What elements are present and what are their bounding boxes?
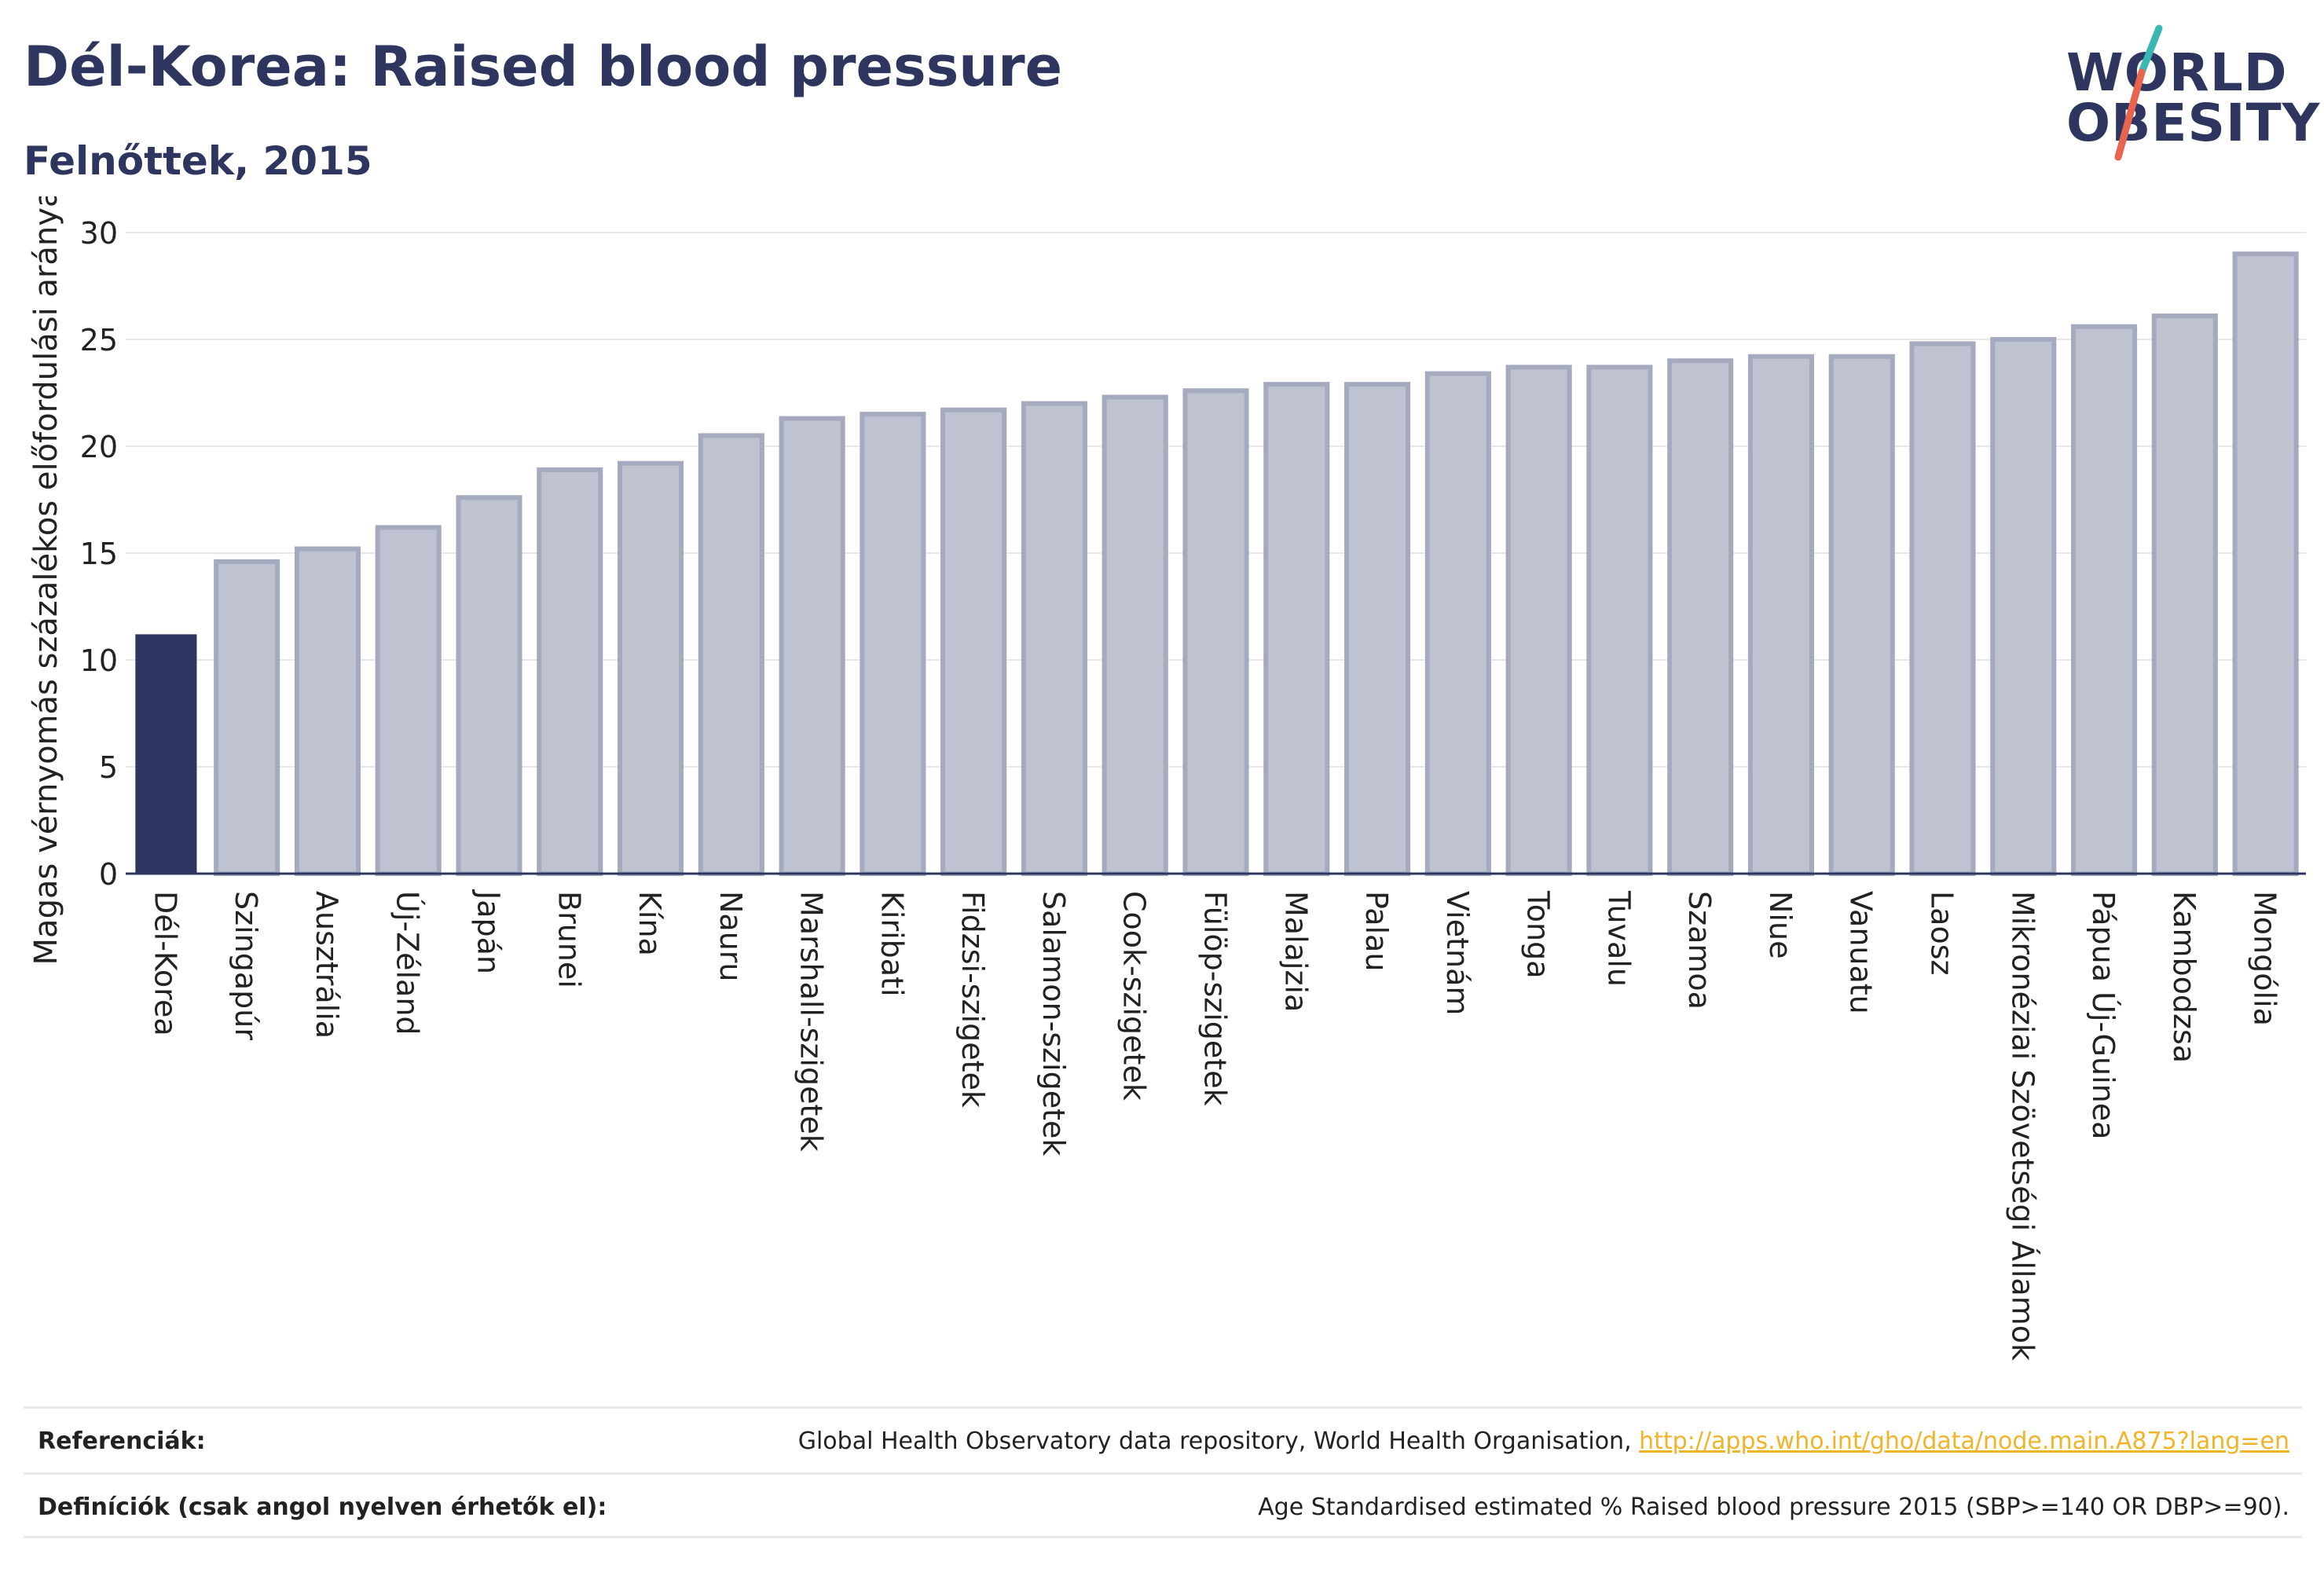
x-tick-label: Cook-szigetek bbox=[1117, 891, 1152, 1101]
bar-25 bbox=[2071, 324, 2138, 876]
bar-5 bbox=[456, 495, 522, 876]
x-tick-label: Marshall-szigetek bbox=[794, 891, 829, 1152]
y-tick-label: 30 bbox=[80, 216, 118, 251]
references-value: Global Health Observatory data repositor… bbox=[798, 1428, 2289, 1455]
y-tick-label: 25 bbox=[80, 323, 118, 357]
x-tick-label: Kambodzsa bbox=[2167, 891, 2201, 1063]
x-tick-label: Fidzsi-szigetek bbox=[955, 891, 990, 1108]
bar-12 bbox=[1021, 401, 1088, 877]
references-row: Referenciák: Global Health Observatory d… bbox=[24, 1406, 2302, 1472]
y-tick-label: 10 bbox=[80, 643, 118, 678]
x-tick-label: Ausztrália bbox=[310, 891, 344, 1039]
references-text: Global Health Observatory data repositor… bbox=[797, 1428, 1640, 1455]
bar-2 bbox=[214, 559, 280, 876]
bar-18 bbox=[1505, 365, 1572, 877]
x-tick-label: Palau bbox=[1359, 891, 1394, 971]
bar-20 bbox=[1667, 358, 1734, 876]
x-tick-label: Új-Zéland bbox=[390, 891, 425, 1035]
x-tick-label: Kiribati bbox=[874, 891, 909, 997]
bar-15 bbox=[1263, 382, 1330, 876]
definitions-text: Age Standardised estimated % Raised bloo… bbox=[1258, 1494, 2289, 1521]
definitions-row: Definíciók (csak angol nyelven érhetők e… bbox=[24, 1472, 2302, 1538]
x-tick-label: Salamon-szigetek bbox=[1036, 891, 1071, 1156]
bar-11 bbox=[940, 407, 1007, 876]
y-axis-label: Magas vérnyomás százalékos előfordulási … bbox=[28, 196, 64, 965]
x-tick-label: Pápua Új-Guinea bbox=[2086, 891, 2121, 1139]
x-tick-label: Mikronéziai Szövetségi Államok bbox=[2005, 891, 2040, 1361]
bar-23 bbox=[1909, 341, 1976, 876]
bar-7 bbox=[618, 460, 684, 876]
bar-21 bbox=[1747, 354, 1815, 876]
bar-19 bbox=[1586, 365, 1653, 877]
logo-slash-icon bbox=[2114, 24, 2163, 161]
bar-3 bbox=[294, 546, 361, 876]
definitions-label: Definíciók (csak angol nyelven érhetők e… bbox=[38, 1494, 607, 1521]
y-tick-label: 0 bbox=[99, 857, 118, 892]
x-tick-label: Dél-Korea bbox=[148, 891, 182, 1036]
bar-27 bbox=[2232, 251, 2299, 876]
x-tick-label: Tuvalu bbox=[1601, 890, 1636, 987]
x-tick-label: Szamoa bbox=[1682, 891, 1717, 1010]
bar-6 bbox=[537, 467, 603, 877]
logo-word-obesity: OBESITY bbox=[2066, 93, 2321, 153]
bar-22 bbox=[1828, 354, 1895, 876]
bar-14 bbox=[1182, 388, 1249, 876]
x-tick-label: Vanuatu bbox=[1844, 891, 1879, 1014]
references-label: Referenciák: bbox=[38, 1428, 206, 1455]
y-tick-label: 15 bbox=[80, 537, 118, 571]
x-tick-label: Fülöp-szigetek bbox=[1198, 891, 1233, 1106]
x-tick-label: Malajzia bbox=[1278, 891, 1313, 1012]
page-title: Dél-Korea: Raised blood pressure bbox=[24, 35, 1063, 99]
x-tick-label: Brunei bbox=[552, 891, 586, 988]
bar-26 bbox=[2151, 313, 2218, 876]
bar-16 bbox=[1344, 382, 1411, 876]
bar-24 bbox=[1990, 337, 2057, 876]
x-tick-label: Japán bbox=[471, 889, 506, 974]
bar-chart: 0 5 10 15 20 25 30 Magas vérnyomás százalékos e… bbox=[28, 196, 2306, 1361]
x-tick-label: Tonga bbox=[1521, 890, 1556, 979]
bar-4 bbox=[375, 525, 442, 876]
y-tick-label: 20 bbox=[80, 430, 118, 464]
x-tick-label: Nauru bbox=[713, 891, 748, 982]
bar-8 bbox=[698, 433, 764, 876]
x-tick-label: Kína bbox=[632, 891, 667, 956]
x-tick-label: Niue bbox=[1763, 891, 1798, 958]
page-subtitle: Felnőttek, 2015 bbox=[24, 138, 372, 184]
x-tick-label: Laosz bbox=[1925, 891, 1959, 975]
world-obesity-logo: WORLD OBESITY bbox=[2043, 24, 2319, 165]
references-link[interactable]: http://apps.who.int/gho/data/node.main.A… bbox=[1639, 1428, 2289, 1455]
bar-17 bbox=[1424, 371, 1491, 876]
y-tick-label: 5 bbox=[99, 750, 118, 785]
bar-9 bbox=[779, 416, 845, 876]
bar-13 bbox=[1102, 394, 1168, 876]
bar-1 bbox=[135, 634, 197, 874]
x-tick-label: Mongólia bbox=[2248, 891, 2282, 1026]
logo-word-world: WORLD bbox=[2066, 42, 2288, 103]
x-tick-label: Szingapúr bbox=[229, 891, 263, 1040]
x-tick-label: Vietnám bbox=[1440, 891, 1475, 1015]
bar-10 bbox=[860, 412, 926, 876]
